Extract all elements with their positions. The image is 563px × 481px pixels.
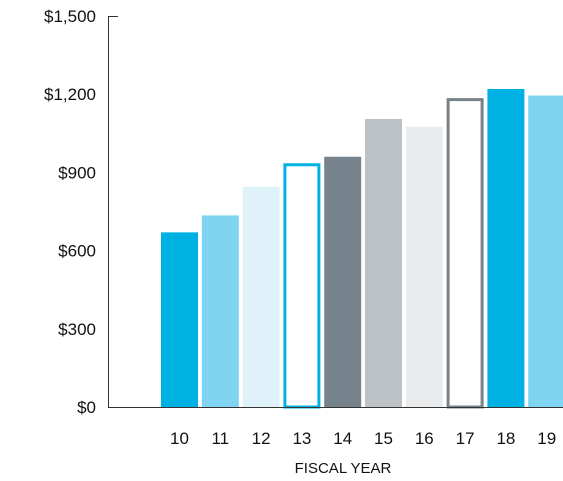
x-tick-label: 11: [211, 429, 229, 448]
x-tick-label: 13: [292, 429, 311, 448]
bar-13: [283, 163, 321, 409]
y-tick-label: $600: [58, 242, 96, 261]
y-tick-label: $0: [77, 398, 96, 417]
bar-11: [201, 215, 239, 407]
x-tick-labels: 10 11 12 13 14 15 16 17 18 19: [170, 429, 556, 448]
y-tick-label: $1,200: [44, 85, 96, 104]
bar-15: [365, 118, 402, 408]
y-tick-label: $1,500: [44, 7, 96, 26]
x-tick-label: 19: [537, 429, 556, 448]
x-tick-label: 14: [333, 429, 352, 448]
y-tick-label: $300: [58, 320, 96, 339]
bar-17: [446, 98, 484, 409]
x-axis-title: FISCAL YEAR: [295, 460, 392, 477]
bar-16: [405, 126, 443, 408]
bars-group: [161, 88, 563, 409]
bar-14: [324, 156, 362, 407]
x-tick-label: 12: [252, 429, 271, 448]
y-tick-label: $900: [58, 163, 96, 182]
x-tick-label: 17: [456, 429, 475, 448]
axes-group: [108, 16, 563, 408]
x-tick-label: 16: [415, 429, 434, 448]
bar-10: [161, 232, 198, 407]
y-tick-labels: $0 $300 $600 $900 $1,200 $1,500: [44, 7, 96, 417]
bar-19: [528, 95, 563, 408]
bar-12: [242, 186, 280, 407]
x-tick-label: 18: [496, 429, 515, 448]
x-tick-label: 10: [170, 429, 189, 448]
bar-18: [487, 88, 525, 407]
x-tick-label: 15: [374, 429, 393, 448]
